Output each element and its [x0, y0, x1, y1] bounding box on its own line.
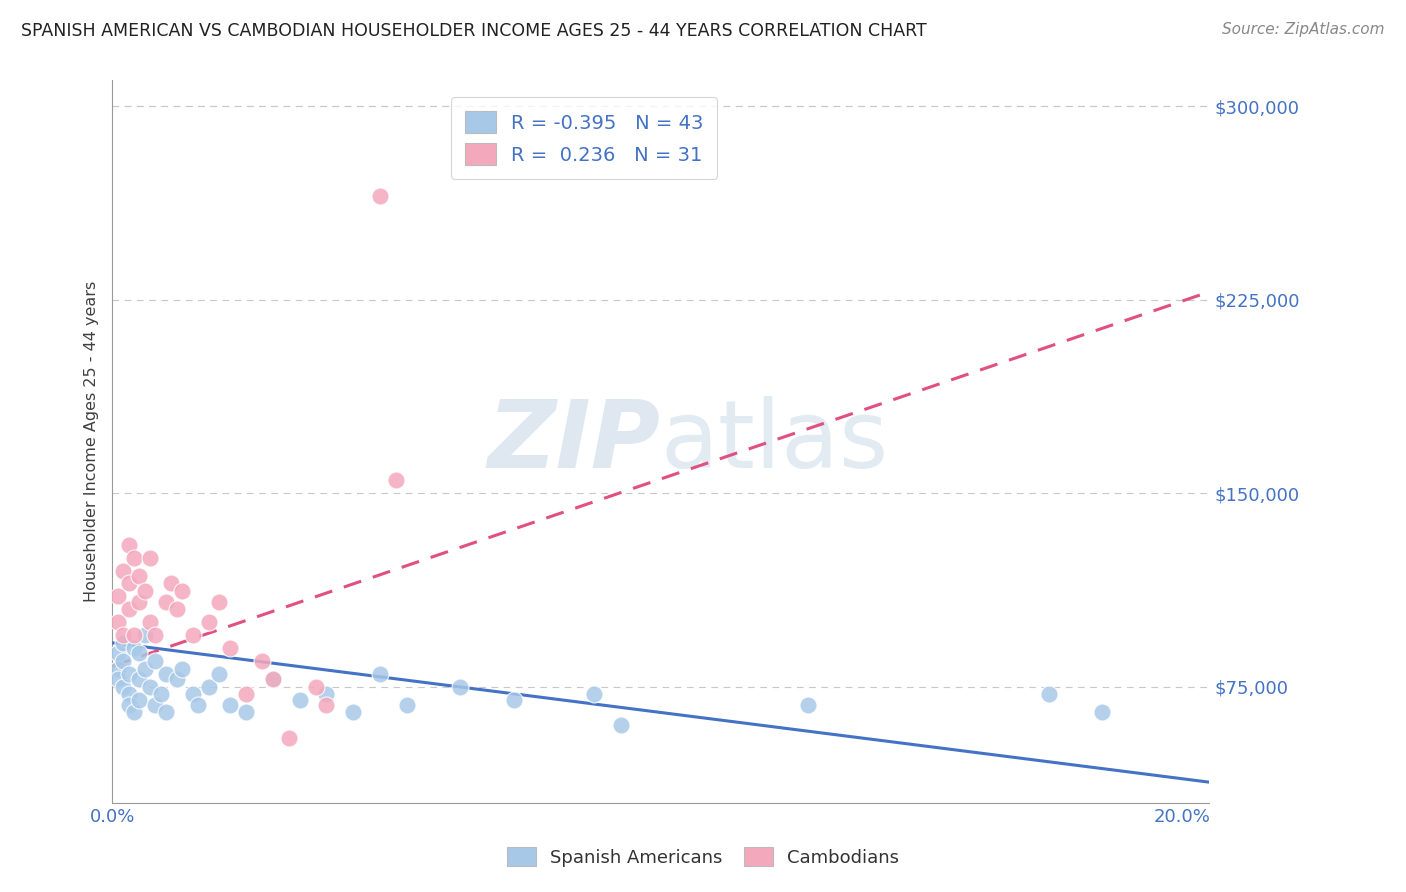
Point — [107, 646, 129, 660]
Point — [134, 628, 156, 642]
Point — [235, 687, 257, 701]
Point — [107, 590, 129, 604]
Point — [112, 680, 135, 694]
Y-axis label: Householder Income Ages 25 - 44 years: Householder Income Ages 25 - 44 years — [83, 281, 98, 602]
Point — [112, 636, 135, 650]
Point — [128, 568, 150, 582]
Point — [315, 698, 337, 712]
Point — [143, 698, 166, 712]
Point — [278, 731, 301, 746]
Point — [139, 550, 162, 565]
Point — [170, 584, 193, 599]
Point — [122, 706, 145, 720]
Point — [107, 662, 129, 676]
Point — [155, 594, 177, 608]
Point — [1091, 706, 1114, 720]
Point — [187, 698, 209, 712]
Point — [122, 550, 145, 565]
Point — [143, 628, 166, 642]
Point — [219, 640, 242, 655]
Point — [128, 672, 150, 686]
Point — [368, 666, 391, 681]
Point — [235, 706, 257, 720]
Point — [197, 680, 219, 694]
Point — [149, 687, 172, 701]
Point — [197, 615, 219, 630]
Point — [368, 189, 391, 203]
Point — [582, 687, 605, 701]
Text: ZIP: ZIP — [488, 395, 661, 488]
Point — [342, 706, 364, 720]
Point — [385, 473, 408, 487]
Point — [122, 628, 145, 642]
Point — [117, 687, 139, 701]
Point — [117, 576, 139, 591]
Point — [112, 564, 135, 578]
Point — [117, 666, 139, 681]
Point — [219, 698, 242, 712]
Point — [160, 576, 183, 591]
Point — [449, 680, 471, 694]
Point — [170, 662, 193, 676]
Point — [181, 687, 204, 701]
Legend: Spanish Americans, Cambodians: Spanish Americans, Cambodians — [499, 840, 907, 874]
Point — [128, 594, 150, 608]
Point — [122, 640, 145, 655]
Point — [128, 692, 150, 706]
Point — [134, 584, 156, 599]
Point — [208, 666, 231, 681]
Point — [1038, 687, 1060, 701]
Point — [107, 672, 129, 686]
Point — [112, 628, 135, 642]
Point — [128, 646, 150, 660]
Legend: R = -0.395   N = 43, R =  0.236   N = 31: R = -0.395 N = 43, R = 0.236 N = 31 — [451, 97, 717, 179]
Point — [139, 680, 162, 694]
Point — [107, 615, 129, 630]
Point — [134, 662, 156, 676]
Point — [117, 698, 139, 712]
Point — [305, 680, 328, 694]
Point — [502, 692, 524, 706]
Point — [139, 615, 162, 630]
Point — [166, 602, 188, 616]
Point — [262, 672, 284, 686]
Point — [797, 698, 820, 712]
Point — [181, 628, 204, 642]
Text: Source: ZipAtlas.com: Source: ZipAtlas.com — [1222, 22, 1385, 37]
Point — [208, 594, 231, 608]
Point — [262, 672, 284, 686]
Text: SPANISH AMERICAN VS CAMBODIAN HOUSEHOLDER INCOME AGES 25 - 44 YEARS CORRELATION : SPANISH AMERICAN VS CAMBODIAN HOUSEHOLDE… — [21, 22, 927, 40]
Point — [288, 692, 311, 706]
Point — [166, 672, 188, 686]
Point — [117, 538, 139, 552]
Point — [112, 654, 135, 668]
Point — [395, 698, 418, 712]
Point — [155, 706, 177, 720]
Text: atlas: atlas — [661, 395, 889, 488]
Point — [252, 654, 274, 668]
Point — [143, 654, 166, 668]
Point — [155, 666, 177, 681]
Point — [609, 718, 631, 732]
Point — [315, 687, 337, 701]
Point — [117, 602, 139, 616]
